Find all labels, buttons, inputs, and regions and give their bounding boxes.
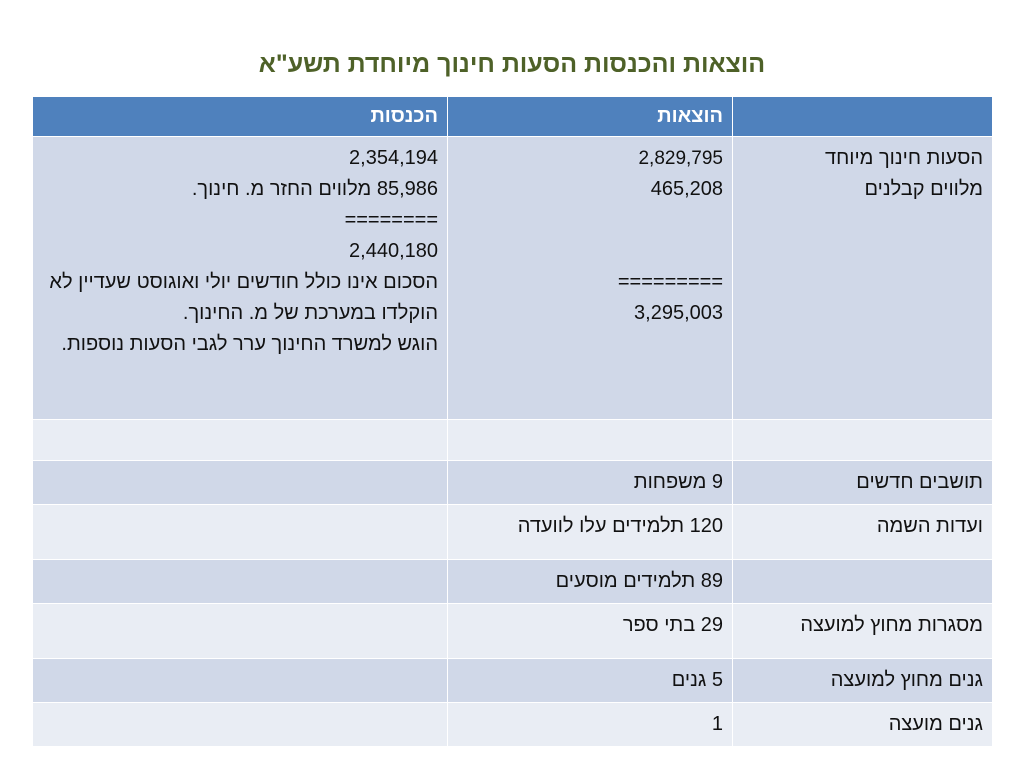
- table-row: 89 תלמידים מוסעים: [32, 559, 993, 604]
- category-cell: גנים מחוץ למועצה: [732, 658, 993, 703]
- income-cell: [32, 419, 448, 461]
- category-cell: תושבים חדשים: [732, 460, 993, 505]
- expenses-cell: 120 תלמידים עלו לוועדה: [447, 504, 733, 560]
- income-cell: [32, 702, 448, 747]
- category-cell: הסעות חינוך מיוחד מלווים קבלנים: [732, 136, 993, 420]
- category-cell: ועדות השמה: [732, 504, 993, 560]
- expenses-line: [457, 236, 723, 267]
- expenses-cell: 9 משפחות: [447, 460, 733, 505]
- income-note: הסכום אינו כולל חודשים יולי ואוגוסט שעדי…: [49, 271, 438, 324]
- category-line: הסעות חינוך מיוחד: [825, 147, 983, 169]
- expenses-line: 2,829,795: [638, 148, 723, 169]
- category-cell: גנים מועצה: [732, 702, 993, 747]
- expenses-cell: 89 תלמידים מוסעים: [447, 559, 733, 604]
- table-row: מסגרות מחוץ למועצה 29 בתי ספר: [32, 603, 993, 659]
- table-row: גנים מועצה 1: [32, 702, 993, 747]
- income-note: הוגש למשרד החינוך ערר לגבי הסעות נוספות.: [61, 333, 438, 355]
- category-cell: [732, 559, 993, 604]
- table-row: הסעות חינוך מיוחד מלווים קבלנים 2,829,79…: [32, 136, 993, 420]
- expenses-income-table: הוצאות הכנסות הסעות חינוך מיוחד מלווים ק…: [32, 96, 993, 747]
- table-row: תושבים חדשים 9 משפחות: [32, 460, 993, 505]
- expenses-line: 465,208: [650, 178, 723, 200]
- income-cell: [32, 504, 448, 560]
- income-line: 2,440,180: [349, 240, 438, 262]
- expenses-cell: 2,829,795 465,208 ========= 3,295,003: [447, 136, 733, 420]
- income-cell: 2,354,194 85,986 מלווים החזר מ. חינוך. =…: [32, 136, 448, 420]
- table-row: [32, 419, 993, 461]
- income-cell: [32, 559, 448, 604]
- table-header-row: הוצאות הכנסות: [32, 96, 993, 137]
- expenses-line: 3,295,003: [634, 302, 723, 324]
- income-cell: [32, 460, 448, 505]
- table-row: ועדות השמה 120 תלמידים עלו לוועדה: [32, 504, 993, 560]
- income-line: ========: [344, 209, 438, 231]
- income-line: 2,354,194: [349, 147, 438, 169]
- category-cell: מסגרות מחוץ למועצה: [732, 603, 993, 659]
- expenses-cell: 5 גנים: [447, 658, 733, 703]
- header-income: הכנסות: [32, 96, 448, 137]
- expenses-cell: 29 בתי ספר: [447, 603, 733, 659]
- category-line: מלווים קבלנים: [864, 178, 983, 200]
- category-cell: [732, 419, 993, 461]
- income-line: 85,986 מלווים החזר מ. חינוך.: [191, 178, 438, 200]
- expenses-cell: [447, 419, 733, 461]
- expenses-cell: 1: [447, 702, 733, 747]
- income-cell: [32, 658, 448, 703]
- income-cell: [32, 603, 448, 659]
- table-row: גנים מחוץ למועצה 5 גנים: [32, 658, 993, 703]
- expenses-line: =========: [617, 271, 723, 293]
- expenses-line: [457, 205, 723, 236]
- header-expenses: הוצאות: [447, 96, 733, 137]
- header-category: [732, 96, 993, 137]
- page-title: הוצאות והכנסות הסעות חינוך מיוחדת תשע"א: [258, 50, 766, 78]
